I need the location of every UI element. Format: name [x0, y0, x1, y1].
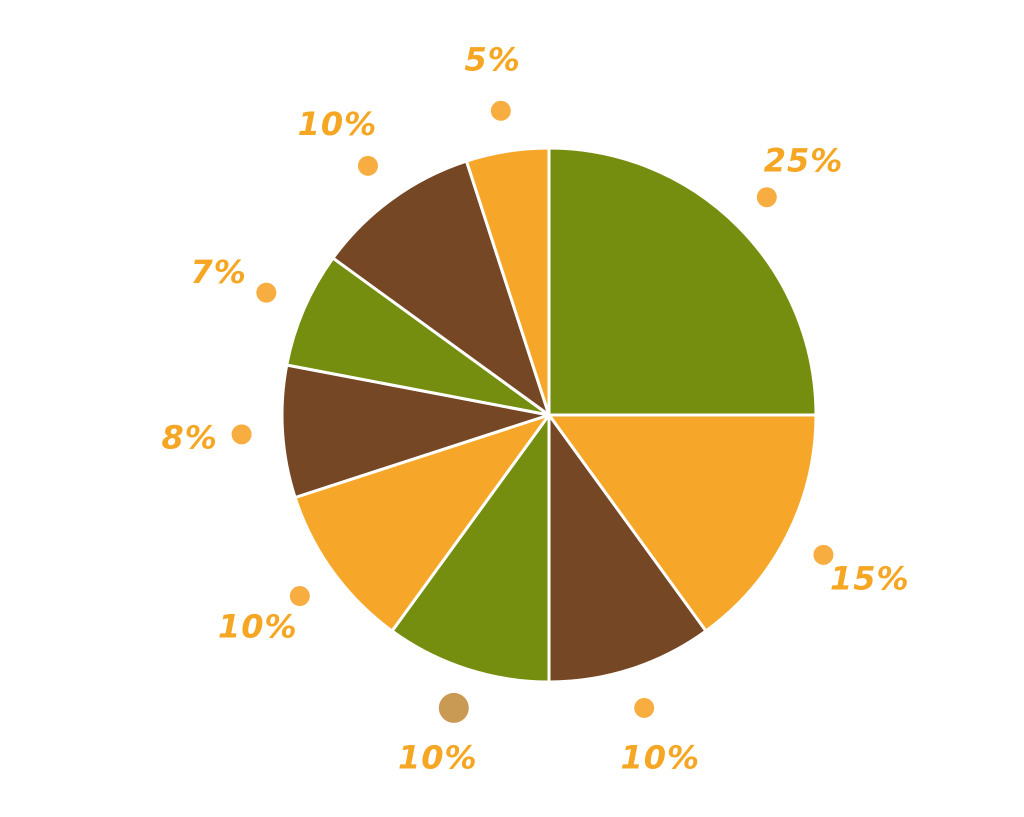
pie-slice-0: [547, 146, 818, 417]
label-marker-1: [813, 544, 834, 565]
pie-slice-4: [293, 413, 551, 633]
data-label-1: 15%: [830, 559, 910, 597]
label-markers: [231, 100, 834, 723]
data-label-7: 10%: [298, 105, 378, 143]
data-label-8: 5%: [465, 40, 521, 78]
data-label-3: 10%: [398, 738, 478, 776]
data-label-2: 10%: [620, 738, 700, 776]
data-label-6: 7%: [190, 253, 246, 291]
label-marker-8: [490, 100, 511, 121]
pie-slices: [280, 146, 818, 684]
label-marker-4: [289, 586, 310, 607]
pie-slice-3: [390, 413, 551, 684]
data-label-4: 10%: [218, 608, 298, 646]
pie-slice-7: [331, 159, 551, 417]
label-marker-5: [231, 424, 252, 445]
label-marker-6: [256, 282, 277, 303]
data-labels: 25% 15% 10% 10% 10% 8% 7% 10% 5%: [162, 40, 910, 776]
pie-slice-1: [547, 413, 818, 633]
label-marker-0: [756, 187, 777, 208]
pie-slice-8: [464, 146, 551, 417]
label-marker-2: [634, 697, 655, 718]
pie-slice-6: [285, 256, 551, 417]
label-marker-7: [357, 155, 378, 176]
pie-slice-5: [280, 363, 551, 500]
pie-slice-2: [547, 413, 708, 684]
data-label-5: 8%: [162, 419, 218, 457]
data-label-0: 25%: [764, 141, 844, 179]
label-marker-3: [438, 692, 469, 723]
